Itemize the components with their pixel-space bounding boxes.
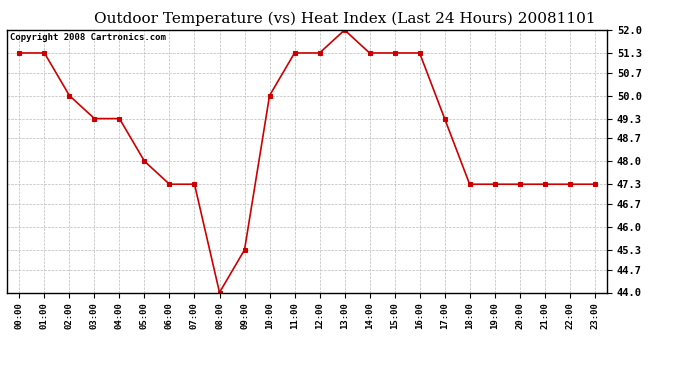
Text: Copyright 2008 Cartronics.com: Copyright 2008 Cartronics.com [10,33,166,42]
Text: Outdoor Temperature (vs) Heat Index (Last 24 Hours) 20081101: Outdoor Temperature (vs) Heat Index (Las… [95,11,595,26]
